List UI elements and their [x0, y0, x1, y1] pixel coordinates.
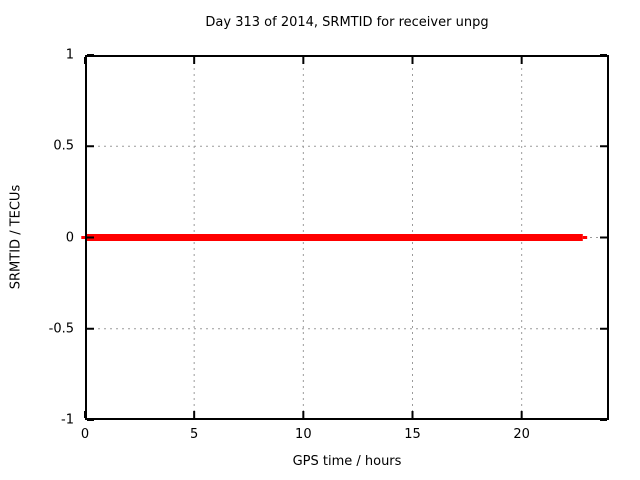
x-tick-label-20: 20 [513, 427, 530, 442]
x-axis-title: GPS time / hours [292, 454, 402, 469]
x-tick-label-5: 5 [190, 427, 199, 442]
chart-title: Day 313 of 2014, SRMTID for receiver unp… [205, 15, 489, 30]
y-axis-title: SRMTID / TECUs [8, 184, 24, 290]
y-tick-label--0.5: -0.5 [48, 321, 74, 337]
y-tick-label-1: 1 [65, 47, 74, 63]
plot-border [85, 55, 609, 420]
x-tick-label-15: 15 [404, 427, 421, 442]
y-tick-label--1: -1 [61, 412, 74, 428]
plot-area [81, 54, 609, 421]
x-tick-label-0: 0 [80, 427, 90, 442]
y-tick-label-0: 0 [65, 230, 74, 245]
x-tick-label-10: 10 [295, 427, 312, 442]
y-tick-label-0.5: 0.5 [53, 138, 74, 154]
